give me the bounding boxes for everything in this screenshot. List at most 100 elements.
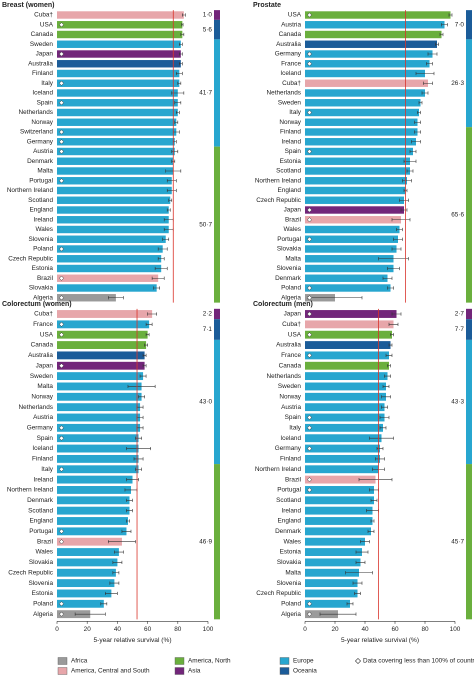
legend-label: America, Central and South <box>71 668 150 675</box>
category-label: Denmark <box>275 275 302 282</box>
error-bar <box>387 266 400 271</box>
category-label: Germany <box>275 51 302 58</box>
bar <box>57 108 178 117</box>
error-bar <box>126 446 151 451</box>
category-label: Finland <box>280 456 301 463</box>
coverage-marker <box>306 601 313 607</box>
error-bar <box>105 591 118 596</box>
category-label: Northern Ireland <box>7 187 54 194</box>
error-bar <box>369 436 394 440</box>
error-bar <box>126 498 133 502</box>
error-bar <box>108 296 124 300</box>
error-bar <box>153 286 160 290</box>
category-label: Japan <box>36 51 54 58</box>
category-label: Japan <box>284 311 302 318</box>
error-bar <box>171 91 185 95</box>
group-label: 2·7 <box>455 311 465 318</box>
error-bar <box>346 602 354 606</box>
error-bar <box>381 405 388 409</box>
bar <box>305 382 386 391</box>
bar <box>305 186 406 195</box>
bar <box>305 599 350 608</box>
error-bar <box>352 581 363 585</box>
bar <box>57 186 172 195</box>
category-label: Canada <box>279 31 302 38</box>
error-bar <box>139 374 147 378</box>
error-bar <box>375 457 385 461</box>
error-bar <box>166 208 171 212</box>
category-label: Portugal <box>29 177 53 184</box>
bar <box>57 310 153 318</box>
category-label: Northern Ireland <box>255 466 302 473</box>
category-label: Norway <box>279 119 301 126</box>
coverage-marker <box>58 332 65 338</box>
error-bar <box>144 343 148 347</box>
error-bar <box>100 602 108 606</box>
category-label: Algeria <box>281 611 301 618</box>
bar <box>57 454 139 463</box>
group-label: 46·9 <box>199 538 212 545</box>
bar <box>57 30 183 39</box>
bar <box>57 216 169 224</box>
bar <box>305 392 386 401</box>
coverage-marker <box>58 539 65 545</box>
category-label: Ireland <box>33 476 53 483</box>
error-bar <box>179 62 183 66</box>
error-bar <box>376 446 384 451</box>
coverage-marker <box>306 611 313 617</box>
coverage-marker <box>306 285 313 291</box>
group-label: 41·7 <box>199 90 212 97</box>
category-label: Netherlands <box>267 373 301 380</box>
error-bar <box>391 312 402 316</box>
bar <box>305 284 391 292</box>
bar <box>305 79 428 87</box>
error-bar <box>114 550 124 554</box>
bar <box>57 11 184 19</box>
bar <box>305 444 380 453</box>
bar <box>57 537 122 546</box>
bar <box>57 506 130 515</box>
category-label: Estonia <box>32 590 54 597</box>
category-label: Cuba† <box>282 80 301 87</box>
category-label: USA <box>288 331 302 338</box>
error-bar <box>382 276 393 280</box>
error-bar <box>409 149 417 154</box>
bar <box>57 403 141 412</box>
category-label: Norway <box>279 393 301 400</box>
coverage-marker <box>306 414 313 421</box>
category-label: Australia <box>28 60 53 67</box>
bar <box>305 423 383 432</box>
category-label: Czech Republic <box>256 197 302 204</box>
category-label: Scotland <box>28 197 53 204</box>
category-label: Czech Republic <box>8 569 54 576</box>
category-label: Wales <box>35 549 53 556</box>
category-label: Cuba† <box>282 321 301 328</box>
category-label: Malta <box>37 168 53 175</box>
category-label: Sweden <box>30 373 54 380</box>
bar <box>305 138 416 146</box>
category-label: Scotland <box>28 507 53 514</box>
coverage-marker <box>306 311 313 317</box>
bar <box>57 527 127 536</box>
category-label: Japan <box>284 207 302 214</box>
bar <box>305 177 407 185</box>
x-tick-label: 20 <box>331 626 339 633</box>
error-bar <box>181 23 184 27</box>
group-label: 2·2 <box>203 311 213 318</box>
category-label: France <box>281 352 301 359</box>
bar <box>305 225 400 234</box>
category-label: Finland <box>280 129 301 136</box>
bar <box>305 128 418 136</box>
category-label: Algeria <box>33 294 53 301</box>
coverage-marker <box>306 207 313 213</box>
group-strip <box>466 319 472 340</box>
category-label: Wales <box>35 226 53 233</box>
error-bar <box>441 23 448 27</box>
bar <box>57 147 175 156</box>
chart-title: Breast (women) <box>2 2 55 9</box>
bar <box>57 475 133 484</box>
category-label: Cuba† <box>34 311 53 318</box>
category-label: England <box>278 518 302 525</box>
category-label: Austria <box>33 148 53 155</box>
coverage-marker <box>306 109 313 116</box>
